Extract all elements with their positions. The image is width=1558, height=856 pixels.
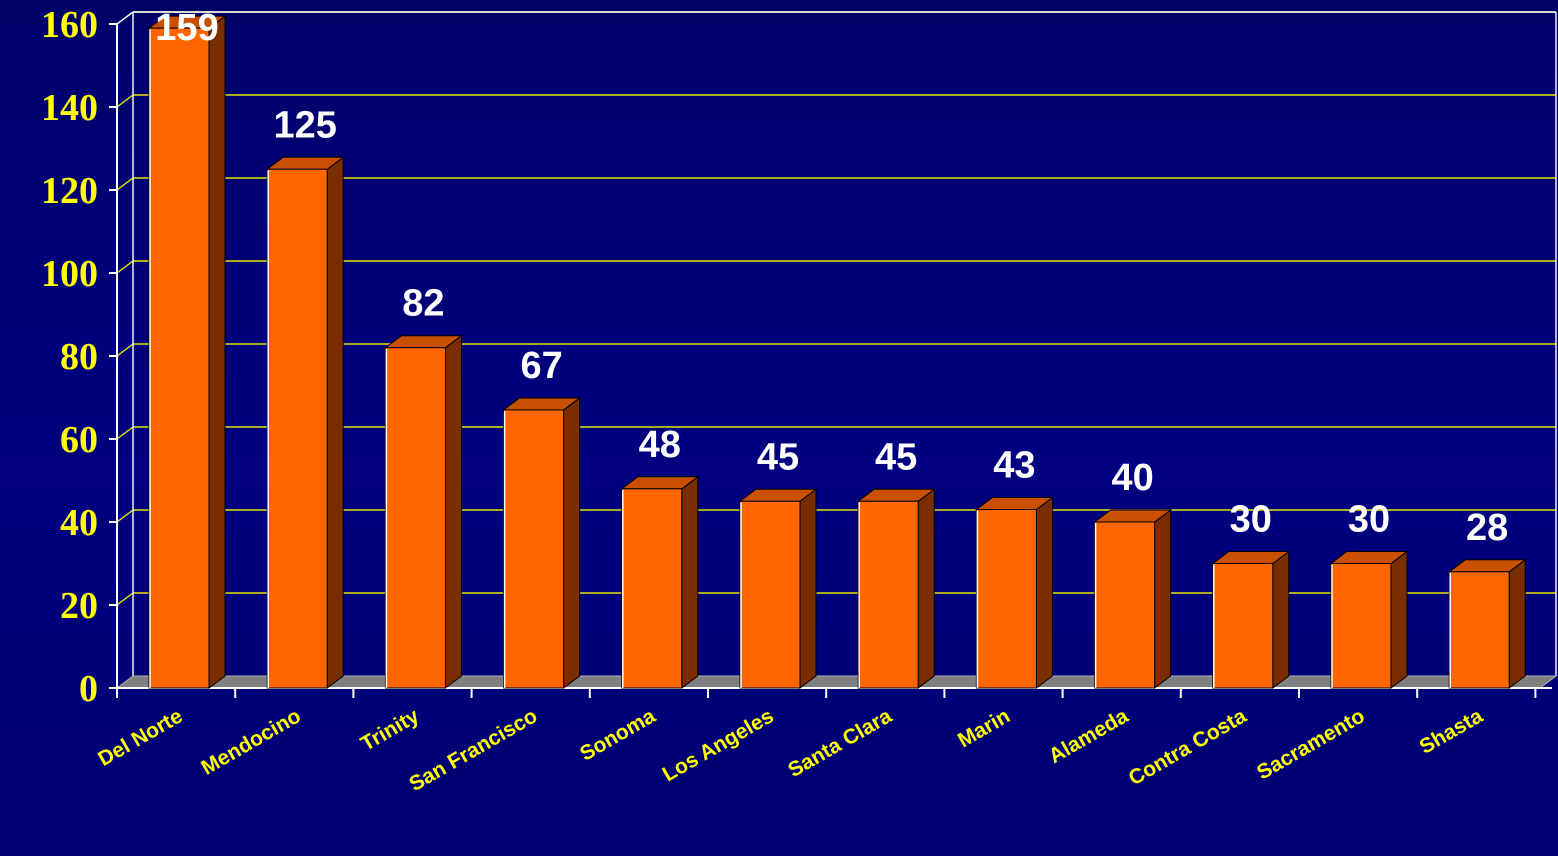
bar-side <box>1154 509 1172 689</box>
data-labels: 159 125 82 67 48 45 45 43 40 30 30 28 <box>155 7 1508 549</box>
y-axis-ticks: 0 20 40 60 80 100 120 140 160 <box>41 4 117 710</box>
bar-side <box>444 334 462 689</box>
y-tick-label: 40 <box>60 502 98 544</box>
x-tick-label: Alameda <box>1045 704 1133 768</box>
bar-side <box>208 15 226 689</box>
bar <box>856 488 936 689</box>
chart-walls <box>115 11 1558 689</box>
y-tick-label: 80 <box>60 336 98 378</box>
gridline-side <box>116 509 134 523</box>
bar-side <box>681 475 699 689</box>
bar-front <box>1330 563 1392 689</box>
y-tick-label: 160 <box>41 4 98 46</box>
bar-front <box>384 347 446 689</box>
data-label: 82 <box>402 283 444 325</box>
bar <box>265 156 345 689</box>
y-tick-label: 0 <box>79 668 98 710</box>
x-tick-label: Del Norte <box>94 704 186 771</box>
bar-side <box>326 156 344 689</box>
bar-front <box>621 488 683 689</box>
bar-side <box>917 488 935 689</box>
x-tick-label: Contra Costa <box>1125 704 1251 790</box>
data-label: 45 <box>757 436 799 478</box>
bar <box>974 496 1054 689</box>
data-label: 30 <box>1230 499 1272 541</box>
side-wall-top <box>116 11 134 25</box>
data-label: 159 <box>155 7 218 49</box>
x-tick-label: Trinity <box>357 704 423 756</box>
data-label: 125 <box>273 104 336 146</box>
bar-front <box>1448 571 1510 689</box>
bar-front <box>148 27 210 689</box>
bar-side <box>563 396 581 689</box>
bar <box>1211 550 1291 689</box>
gridline-side <box>116 343 134 357</box>
data-label: 45 <box>875 436 917 478</box>
gridline-side <box>116 592 134 606</box>
x-tick-label: Sonoma <box>576 704 660 765</box>
bar-side <box>1390 550 1408 689</box>
x-tick-label: San Francisco <box>405 704 541 796</box>
bar <box>1329 550 1409 689</box>
x-tick-label: Los Angeles <box>659 704 778 786</box>
y-tick-label: 60 <box>60 419 98 461</box>
x-tick-label: Marin <box>954 704 1014 752</box>
bar <box>502 396 582 689</box>
gridline-side <box>116 94 134 108</box>
bar <box>383 334 463 689</box>
bar <box>620 475 700 689</box>
bar <box>1093 509 1173 689</box>
bar-front <box>266 168 328 689</box>
gridline-side <box>116 426 134 440</box>
data-label: 28 <box>1466 507 1508 549</box>
bar-side <box>1508 558 1526 689</box>
x-tick-label: Santa Clara <box>784 704 896 782</box>
bars <box>147 15 1527 689</box>
gridline-side <box>116 177 134 191</box>
y-tick-label: 100 <box>41 253 98 295</box>
bar-front <box>1094 521 1156 689</box>
y-tick-label: 20 <box>60 585 98 627</box>
y-tick-label: 140 <box>41 87 98 129</box>
bar-side <box>799 488 817 689</box>
bar-side <box>1035 496 1053 689</box>
data-label: 40 <box>1111 457 1153 499</box>
x-tick-label: Mendocino <box>197 704 304 779</box>
x-tick-label: Shasta <box>1416 704 1487 759</box>
bar <box>738 488 818 689</box>
bar <box>1447 558 1527 689</box>
data-label: 67 <box>520 345 562 387</box>
y-tick-label: 120 <box>41 170 98 212</box>
bar-side <box>1272 550 1290 689</box>
bar-front <box>975 509 1037 689</box>
bar-front <box>1212 563 1274 689</box>
data-label: 48 <box>639 424 681 466</box>
gridline-side <box>116 260 134 274</box>
x-tick-label: Sacramento <box>1253 704 1369 784</box>
data-label: 30 <box>1348 499 1390 541</box>
data-label: 43 <box>993 445 1035 487</box>
bar-front <box>503 409 565 689</box>
bar <box>147 15 227 689</box>
bar-front <box>739 500 801 689</box>
bar-front <box>857 500 919 689</box>
